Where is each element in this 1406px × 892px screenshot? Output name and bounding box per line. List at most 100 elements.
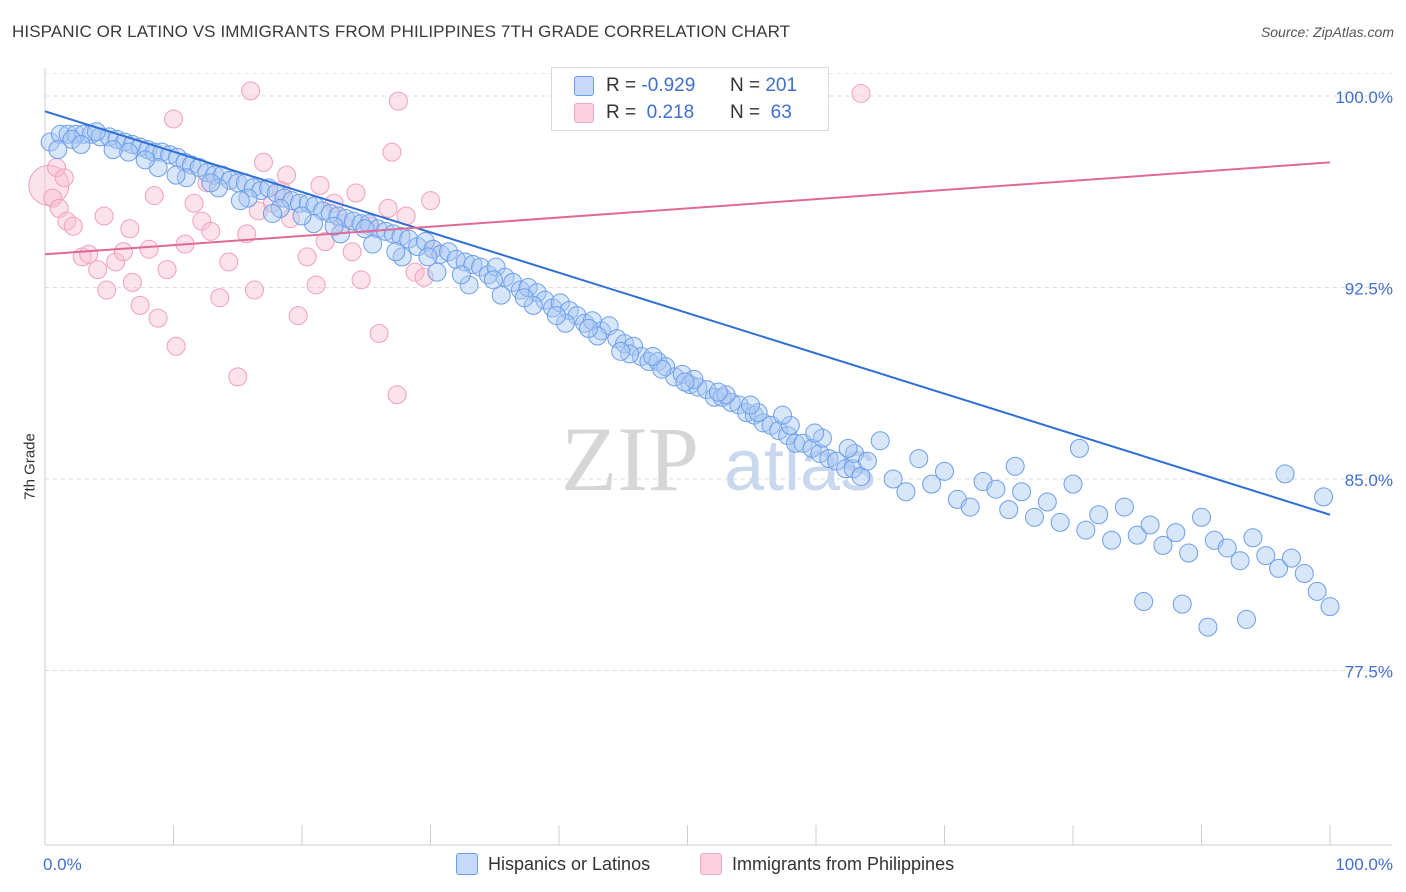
legend-row-hispanic: R = -0.929 N = 201 bbox=[574, 74, 797, 98]
point-hispanic bbox=[535, 290, 555, 310]
point-hispanic bbox=[1069, 438, 1089, 458]
point-hispanic bbox=[697, 380, 717, 400]
axes bbox=[44, 68, 1392, 846]
point-hispanic bbox=[262, 203, 282, 223]
point-hispanic bbox=[243, 178, 263, 198]
point-hispanic bbox=[320, 203, 340, 223]
point-philippines bbox=[421, 191, 440, 211]
point-hispanic bbox=[40, 132, 60, 152]
point-hispanic bbox=[575, 313, 595, 333]
point-hispanic bbox=[166, 165, 186, 185]
point-philippines bbox=[405, 262, 425, 282]
point-hispanic bbox=[1320, 597, 1340, 617]
point-hispanic bbox=[135, 150, 155, 170]
point-hispanic bbox=[503, 272, 523, 292]
point-hispanic bbox=[1198, 617, 1218, 637]
point-hispanic bbox=[304, 214, 324, 234]
point-hispanic bbox=[1050, 512, 1070, 532]
y-axis-label: 7th Grade bbox=[21, 433, 39, 500]
point-hispanic bbox=[62, 129, 82, 149]
chart-title: HISPANIC OR LATINO VS IMMIGRANTS FROM PH… bbox=[12, 22, 791, 41]
point-philippines bbox=[113, 242, 133, 262]
point-hispanic bbox=[546, 306, 566, 326]
point-hispanic bbox=[883, 469, 903, 489]
legend-r-value: 0.218 bbox=[641, 102, 695, 123]
point-hispanic bbox=[152, 142, 172, 162]
point-philippines bbox=[120, 219, 140, 239]
point-philippines bbox=[378, 198, 398, 218]
point-philippines bbox=[54, 168, 74, 188]
point-hispanic bbox=[386, 242, 406, 262]
point-hispanic bbox=[643, 346, 663, 366]
point-philippines bbox=[237, 224, 257, 244]
point-hispanic bbox=[1217, 538, 1237, 558]
point-philippines bbox=[94, 206, 114, 226]
legend-r-label: R = bbox=[606, 75, 637, 96]
point-hispanic bbox=[780, 415, 800, 435]
point-hispanic bbox=[1076, 520, 1096, 540]
point-hispanic bbox=[611, 341, 631, 361]
point-hispanic bbox=[1294, 563, 1314, 583]
point-hispanic bbox=[672, 364, 692, 384]
point-hispanic bbox=[478, 265, 498, 285]
point-hispanic bbox=[1127, 525, 1147, 545]
point-hispanic bbox=[415, 232, 435, 252]
point-philippines bbox=[306, 275, 326, 295]
point-hispanic bbox=[1236, 609, 1256, 629]
point-philippines bbox=[248, 201, 268, 221]
y-tick-label-0: 100.0% bbox=[1335, 88, 1393, 107]
trend-lines bbox=[44, 110, 1331, 516]
point-hispanic bbox=[773, 405, 793, 425]
point-hispanic bbox=[896, 482, 916, 502]
point-hispanic bbox=[1172, 594, 1192, 614]
point-philippines bbox=[324, 193, 344, 213]
point-hispanic bbox=[986, 479, 1006, 499]
point-hispanic bbox=[1179, 543, 1199, 563]
point-hispanic bbox=[740, 395, 760, 415]
legend-swatch-pink bbox=[574, 103, 594, 123]
legend-r-label: R = bbox=[606, 102, 637, 123]
point-hispanic bbox=[1307, 581, 1327, 601]
point-hispanic bbox=[579, 318, 599, 338]
point-hispanic bbox=[1166, 523, 1186, 543]
point-philippines bbox=[388, 91, 408, 111]
point-hispanic bbox=[282, 191, 302, 211]
point-hispanic bbox=[1269, 558, 1289, 578]
point-philippines bbox=[288, 306, 308, 326]
point-hispanic bbox=[1256, 546, 1276, 566]
point-hispanic bbox=[1153, 535, 1173, 555]
point-hispanic bbox=[1134, 592, 1154, 612]
point-hispanic bbox=[753, 413, 773, 433]
grid-lines bbox=[45, 72, 1392, 671]
point-hispanic bbox=[819, 449, 839, 469]
point-hispanic bbox=[343, 211, 363, 231]
point-hispanic bbox=[857, 451, 877, 471]
bottom-legend-label: Immigrants from Philippines bbox=[732, 853, 955, 874]
point-hispanic bbox=[805, 423, 825, 443]
series-philippines-points bbox=[28, 81, 871, 405]
point-philippines bbox=[106, 252, 126, 272]
point-hispanic bbox=[66, 124, 86, 144]
source-label: Source: ZipAtlas.com bbox=[1260, 24, 1394, 40]
point-hispanic bbox=[471, 257, 491, 277]
point-hispanic bbox=[567, 306, 587, 326]
point-hispanic bbox=[1089, 505, 1109, 525]
legend-n-value: 63 bbox=[765, 102, 792, 123]
point-philippines bbox=[97, 280, 117, 300]
point-hispanic bbox=[427, 262, 447, 282]
point-hispanic bbox=[935, 461, 954, 481]
point-philippines bbox=[144, 186, 164, 206]
point-hispanic bbox=[922, 474, 942, 494]
point-hispanic bbox=[1024, 507, 1044, 527]
point-hispanic bbox=[220, 170, 240, 190]
point-hispanic bbox=[119, 142, 139, 162]
point-hispanic bbox=[1230, 551, 1250, 571]
point-philippines bbox=[166, 336, 186, 356]
point-philippines bbox=[382, 142, 402, 162]
point-hispanic bbox=[810, 443, 830, 463]
point-hispanic bbox=[1140, 515, 1160, 535]
point-philippines bbox=[342, 242, 362, 262]
legend-n-label: N = bbox=[729, 102, 761, 123]
bottom-legend-philippines: Immigrants from Philippines bbox=[700, 851, 954, 877]
stats-legend: R = -0.929 N = 201 R = 0.218 N = 63 bbox=[551, 67, 829, 131]
